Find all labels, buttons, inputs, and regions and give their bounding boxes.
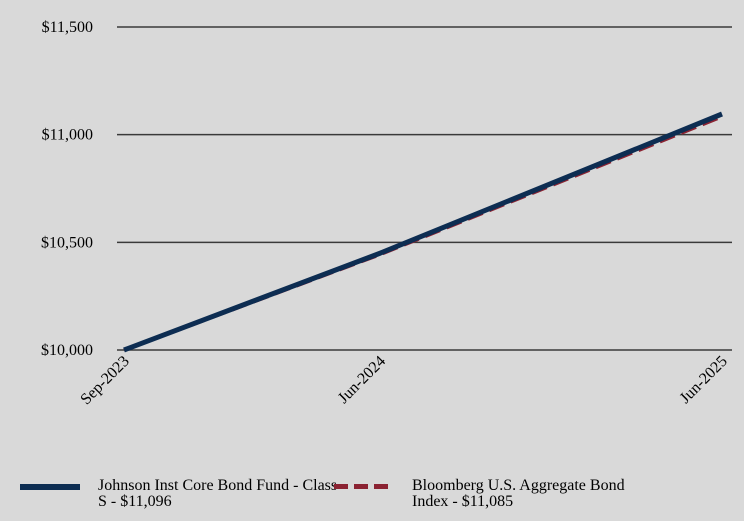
legend-label-index: Bloomberg U.S. Aggregate Bond Index - $1… (412, 477, 625, 510)
y-tick-label-1: $10,500 (41, 234, 93, 251)
legend-label-fund: Johnson Inst Core Bond Fund - Class S - … (98, 477, 338, 510)
series-line-0 (123, 111, 723, 353)
legend-swatch-fund (20, 484, 80, 490)
y-tick-label-2: $11,000 (42, 127, 93, 144)
x-tick-label-2: Jun-2025 (677, 353, 731, 407)
x-tick-label-0: Sep-2023 (77, 353, 132, 408)
y-tick-label-0: $10,000 (41, 342, 93, 359)
y-tick-label-3: $11,500 (42, 19, 93, 36)
x-tick-label-1: Jun-2024 (335, 353, 389, 407)
legend: Johnson Inst Core Bond Fund - Class S - … (0, 478, 744, 516)
legend-swatch-index (334, 484, 394, 489)
